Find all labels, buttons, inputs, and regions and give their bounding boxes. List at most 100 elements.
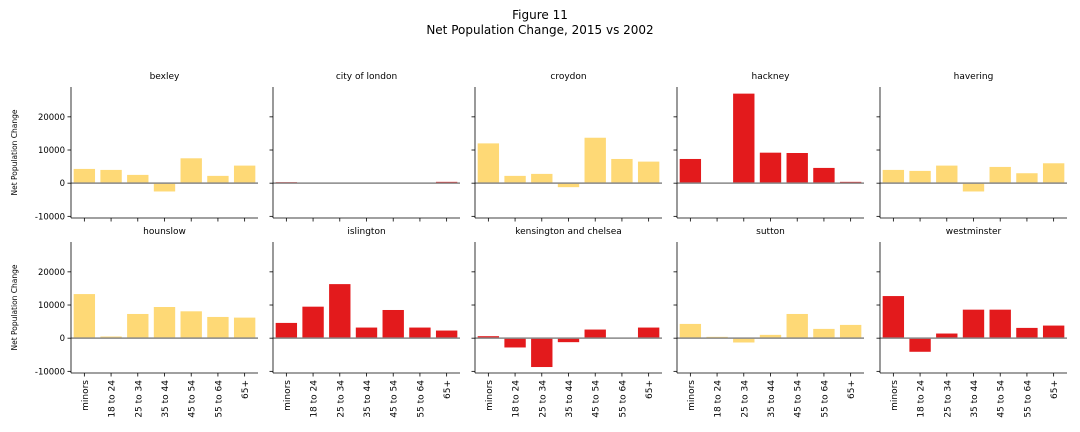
x-tick-label: 45 to 54 — [997, 380, 1007, 418]
x-tick-label: 45 to 54 — [592, 380, 602, 418]
x-tick-label: 55 to 64 — [618, 380, 628, 418]
bar-55-to-64 — [409, 327, 431, 339]
bar-35-to-44 — [962, 183, 985, 192]
panel-title: islington — [347, 227, 385, 237]
y-axis-label: Net Population Change — [10, 264, 19, 350]
x-tick-label: 65+ — [1050, 380, 1060, 399]
y-tick-label: 0 — [60, 334, 65, 344]
x-tick-label: 65+ — [443, 380, 453, 399]
panel-title: havering — [954, 72, 994, 82]
bar-55-to-64 — [813, 167, 835, 184]
bar-45-to-54 — [786, 313, 808, 339]
bar-45-to-54 — [382, 309, 404, 339]
x-tick-label: 55 to 64 — [820, 380, 830, 418]
bar-18-to-24 — [504, 338, 526, 348]
bar-minors — [679, 323, 702, 339]
panel-title: westminster — [946, 227, 1002, 237]
bar-minors — [275, 322, 298, 339]
x-tick-label: minors — [687, 380, 697, 411]
bar-35-to-44 — [557, 183, 580, 188]
bar-18-to-24 — [100, 336, 122, 339]
bar-35-to-44 — [153, 307, 176, 339]
x-tick-label: 35 to 44 — [565, 380, 575, 418]
panel-hackney: hackney — [673, 72, 864, 222]
x-tick-label: 35 to 44 — [161, 380, 171, 418]
x-tick-label: 45 to 54 — [390, 380, 400, 418]
bar-45-to-54 — [584, 137, 606, 184]
panel-kensington-and-chelsea: kensington and chelsea minors 18 to 24 25 t… — [471, 227, 662, 418]
bar-18-to-24 — [100, 169, 122, 184]
x-tick-label: minors — [81, 380, 91, 411]
bar-65+ — [637, 327, 660, 339]
bar-35-to-44 — [355, 327, 378, 339]
x-tick-label: 18 to 24 — [310, 380, 320, 418]
x-tick-label: 18 to 24 — [108, 380, 118, 418]
x-tick-label: 35 to 44 — [767, 380, 777, 418]
bar-45-to-54 — [989, 166, 1011, 184]
bar-35-to-44 — [153, 183, 176, 192]
bar-25-to-34 — [733, 93, 755, 184]
bar-25-to-34 — [936, 333, 958, 339]
panel-islington: islington minors 18 to 24 25 to 34 35 to 44 4… — [269, 227, 460, 418]
panel-title: city of london — [336, 72, 397, 82]
panel-title: hounslow — [143, 227, 186, 237]
x-tick-label: 18 to 24 — [512, 380, 522, 418]
y-axis-label: Net Population Change — [10, 109, 19, 195]
y-tick-label: 10000 — [38, 301, 65, 311]
panel-sutton: sutton minors 18 to 24 25 to 34 35 to 44 45 t… — [673, 227, 864, 418]
bar-25-to-34 — [733, 338, 755, 343]
bar-25-to-34 — [531, 338, 553, 368]
bar-minors — [882, 296, 905, 339]
panel-westminster: westminster minors 18 to 24 25 to 34 35 to 4… — [876, 227, 1067, 418]
x-tick-label: 65+ — [645, 380, 655, 399]
figure-title: Figure 11 — [512, 8, 568, 22]
panel-bexley: bexley -10000 0 10000 20000 Net Population Ch… — [10, 72, 258, 222]
x-tick-label: 25 to 34 — [943, 380, 953, 418]
bar-55-to-64 — [1016, 327, 1038, 339]
bar-55-to-64 — [813, 328, 835, 339]
panel-title: bexley — [150, 72, 180, 82]
bar-25-to-34 — [936, 165, 958, 184]
bar-55-to-64 — [207, 316, 229, 339]
bar-18-to-24 — [504, 175, 526, 184]
x-tick-label: 35 to 44 — [363, 380, 373, 418]
panel-title: hackney — [752, 72, 791, 82]
bar-45-to-54 — [584, 329, 606, 339]
x-tick-label: 25 to 34 — [740, 380, 750, 418]
bar-55-to-64 — [1016, 173, 1038, 184]
panel-hounslow: hounslow -10000 0 10000 20000 minors 18 to 24 2… — [10, 227, 258, 418]
x-tick-label: 55 to 64 — [1023, 380, 1033, 418]
bar-45-to-54 — [180, 158, 202, 184]
bar-minors — [679, 158, 702, 184]
bar-65+ — [1042, 163, 1065, 184]
bar-minors — [882, 169, 905, 184]
x-tick-label: 18 to 24 — [917, 380, 927, 418]
bar-18-to-24 — [302, 306, 324, 339]
bar-45-to-54 — [989, 309, 1011, 339]
bar-65+ — [233, 165, 256, 184]
y-tick-label: 10000 — [38, 146, 65, 156]
bar-35-to-44 — [759, 152, 782, 184]
bar-25-to-34 — [127, 313, 149, 339]
x-tick-label: 25 to 34 — [538, 380, 548, 418]
bar-45-to-54 — [180, 311, 202, 339]
bar-65+ — [839, 324, 862, 339]
x-tick-label: minors — [485, 380, 495, 411]
bar-minors — [477, 143, 500, 184]
bar-65+ — [233, 317, 256, 339]
y-tick-label: -10000 — [35, 367, 65, 377]
panel-title: kensington and chelsea — [515, 227, 622, 237]
x-tick-label: 55 to 64 — [416, 380, 426, 418]
x-tick-label: 45 to 54 — [794, 380, 804, 418]
panel-croydon: croydon — [471, 72, 662, 222]
x-tick-label: 25 to 34 — [336, 380, 346, 418]
x-tick-label: 25 to 34 — [134, 380, 144, 418]
figure-subtitle: Net Population Change, 2015 vs 2002 — [426, 23, 654, 37]
figure-title-block: Figure 11 Net Population Change, 2015 vs… — [0, 8, 1080, 38]
bar-55-to-64 — [207, 175, 229, 184]
bar-65+ — [637, 161, 660, 184]
panel-havering: havering — [876, 72, 1067, 222]
bar-35-to-44 — [557, 338, 580, 343]
y-tick-label: 0 — [60, 179, 65, 189]
panel-title: croydon — [550, 72, 586, 82]
